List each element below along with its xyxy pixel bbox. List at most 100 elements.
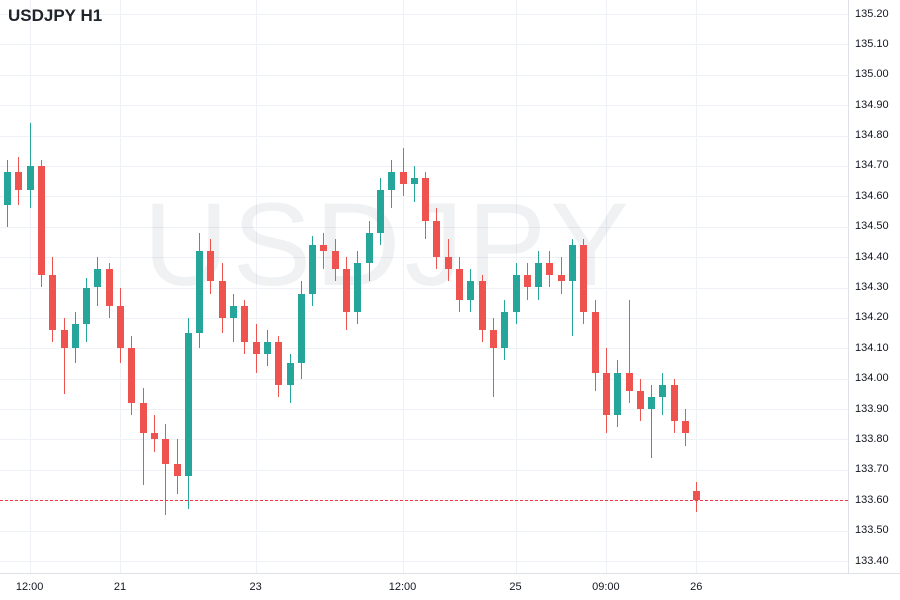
- candle-body: [320, 244, 328, 252]
- time-tick-label: 09:00: [592, 581, 620, 593]
- gridline-vertical: [605, 0, 607, 573]
- price-tick-label: 134.10: [855, 341, 889, 354]
- candle-wick: [142, 387, 144, 486]
- candle-body: [343, 269, 350, 312]
- candle-body: [26, 165, 34, 191]
- candle-body: [4, 172, 11, 206]
- candle-body: [184, 333, 192, 476]
- candle-body: [444, 257, 452, 270]
- candle-body: [636, 390, 644, 410]
- candle-body: [230, 305, 237, 318]
- candle-body: [410, 178, 418, 185]
- price-tick-label: 133.60: [855, 493, 889, 506]
- candle-body: [580, 244, 588, 312]
- candle-body: [162, 439, 170, 464]
- price-tick-label: 133.90: [855, 402, 889, 415]
- price-tick-label: 134.40: [855, 250, 889, 263]
- price-tick-label: 134.30: [855, 281, 889, 293]
- price-tick-label: 134.70: [855, 159, 889, 172]
- candle-body: [150, 433, 158, 440]
- candle-body: [286, 363, 294, 385]
- candle-body: [365, 232, 373, 264]
- candle-body: [523, 275, 531, 288]
- candle-body: [569, 244, 576, 282]
- candle-body: [682, 421, 689, 434]
- chart-pane[interactable]: USDJPY USDJPY H1: [0, 0, 848, 573]
- gridline-horizontal: [0, 105, 848, 107]
- candle-body: [489, 330, 497, 349]
- chart-title: USDJPY H1: [8, 6, 103, 25]
- candle-body: [297, 293, 305, 364]
- candle-wick: [628, 299, 630, 403]
- price-tick-label: 135.00: [855, 68, 889, 81]
- gridline-horizontal: [0, 74, 848, 76]
- candle-body: [71, 323, 79, 349]
- time-axis[interactable]: 12:00 21 23 12:00 25 09:00 26: [0, 573, 900, 600]
- candle-body: [591, 311, 599, 373]
- candle-body: [60, 330, 68, 349]
- candle-body: [670, 384, 678, 422]
- price-tick-label: 133.50: [855, 524, 889, 537]
- candle-body: [139, 402, 147, 434]
- current-price-line: [0, 500, 848, 502]
- gridline-horizontal: [0, 530, 848, 532]
- candle-body: [207, 251, 215, 282]
- candle-body: [388, 172, 396, 191]
- gridline-horizontal: [0, 135, 848, 137]
- candle-body: [241, 305, 249, 343]
- gridline-horizontal: [0, 14, 848, 15]
- candle-body: [614, 372, 622, 416]
- gridline-vertical: [120, 0, 121, 573]
- candle-wick: [63, 317, 65, 394]
- candle-body: [354, 263, 362, 312]
- price-tick-label: 133.40: [855, 554, 889, 567]
- candle-body: [433, 220, 441, 258]
- candle-body: [331, 251, 339, 270]
- gridline-horizontal: [0, 165, 848, 167]
- candle-wick: [560, 257, 562, 294]
- candle-body: [252, 342, 260, 355]
- price-tick-label: 134.20: [855, 311, 889, 324]
- candle-body: [15, 172, 23, 191]
- candle-body: [535, 263, 543, 288]
- gridline-horizontal: [0, 226, 848, 228]
- candle-body: [94, 269, 102, 288]
- gridline-vertical: [29, 0, 31, 573]
- candle-body: [659, 384, 667, 397]
- gridline-horizontal: [0, 469, 848, 471]
- price-tick-label: 134.00: [855, 372, 889, 385]
- time-tick-label: 26: [690, 581, 703, 593]
- candle-body: [105, 269, 113, 306]
- price-tick-label: 134.90: [855, 98, 889, 111]
- candle-body: [128, 348, 136, 403]
- gridline-horizontal: [0, 44, 848, 46]
- gridline-horizontal: [0, 561, 848, 562]
- candle-body: [467, 281, 475, 300]
- price-tick-label: 134.80: [855, 129, 889, 142]
- candle-wick: [165, 424, 167, 516]
- candle-wick: [413, 165, 415, 203]
- price-tick-label: 133.70: [855, 463, 889, 476]
- candle-body: [625, 372, 633, 391]
- price-tick-label: 135.10: [855, 37, 889, 50]
- price-axis[interactable]: 135.20 135.10 135.00 134.90 134.80 134.70 134.…: [848, 0, 900, 573]
- candle-body: [309, 244, 317, 294]
- candle-body: [693, 491, 701, 501]
- candle-body: [196, 251, 204, 334]
- gridline-horizontal: [0, 439, 848, 441]
- candle-wick: [29, 123, 31, 209]
- candle-body: [478, 281, 486, 331]
- time-tick-label: 12:00: [388, 581, 417, 593]
- time-tick-label: 12:00: [15, 581, 44, 593]
- candle-body: [218, 281, 226, 318]
- candle-body: [399, 172, 407, 185]
- candle-body: [501, 311, 509, 349]
- candle-wick: [402, 147, 404, 197]
- candle-body: [602, 372, 610, 416]
- gridline-horizontal: [0, 287, 848, 289]
- time-tick-label: 25: [509, 581, 522, 593]
- gridline-horizontal: [0, 409, 848, 411]
- time-tick-label: 21: [113, 581, 127, 593]
- gridline-horizontal: [0, 257, 848, 259]
